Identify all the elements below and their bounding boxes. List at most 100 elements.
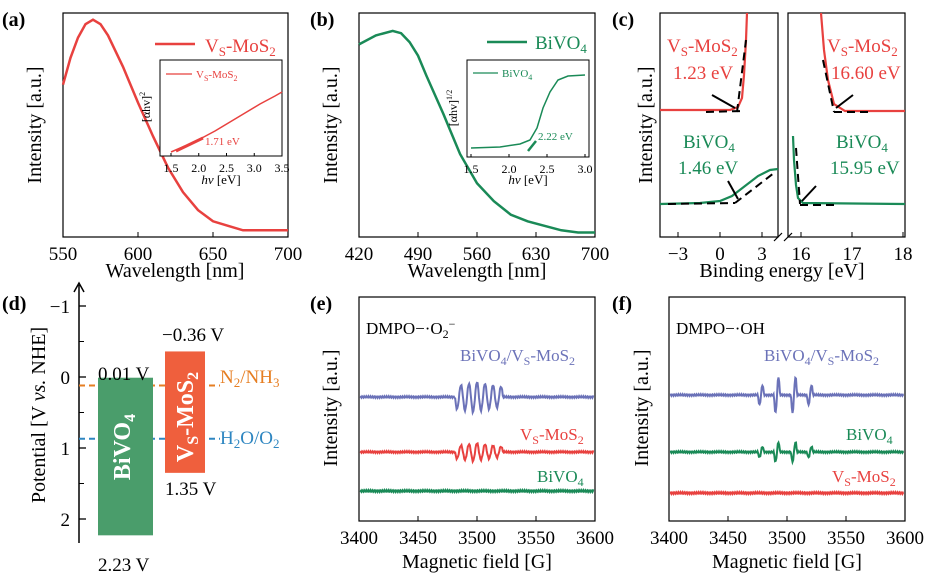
panel-e-title: DMPO−·O2− — [366, 317, 456, 341]
panel-a-inset-x-tick-label: 1.5 — [164, 161, 179, 175]
panel-a-xlabel: Wavelength [nm] — [106, 260, 245, 282]
panel-a-inset-ylabel: [αhv]2 — [138, 92, 153, 122]
panel-c-ylabel: Intensity [a.u.] — [635, 66, 657, 183]
panel-c-green-curve-right — [791, 135, 906, 206]
panel-d-y-tick-label: 0 — [61, 368, 71, 389]
panel-d-vsmos2-bottom-label: 1.35 V — [165, 479, 217, 500]
panel-f-ylabel: Intensity [a.u.] — [631, 349, 653, 466]
panel-a-label: (a) — [2, 9, 25, 31]
panel-f-legend-red: VS-MoS2 — [832, 467, 896, 489]
panel-a-x-tick-label: 700 — [274, 244, 303, 265]
panel-a-inset-x-tick-label: 3.0 — [247, 161, 262, 175]
panel-a-inset-arrow — [175, 136, 204, 153]
panel-d-bar-label-vsmos2: VS-MoS2 — [173, 372, 202, 462]
panel-d-vsmos2-top-label: −0.36 V — [162, 325, 224, 346]
panel-c-axis-break-2 — [783, 232, 793, 242]
panel-c-arrow-green-right — [801, 185, 817, 202]
panel-f-x-tick-label: 3550 — [827, 528, 865, 549]
panel-d-bar-label-bivo4: BiVO4 — [110, 414, 139, 480]
panel-f-series-red — [669, 489, 905, 497]
panel-b-xlabel: Wavelength [nm] — [408, 260, 547, 282]
panel-e-xlabel: Magnetic field [G] — [402, 551, 552, 573]
panel-d-label: (d) — [2, 293, 26, 315]
panel-a-inset-legend: VS-MoS2 — [196, 69, 237, 83]
panel-c-x-tick-label: 3 — [757, 244, 767, 265]
panel-e-x-tick-label: 3600 — [576, 528, 614, 549]
panel-e-series-green — [359, 487, 595, 495]
panel-c-arrow-red-right — [835, 94, 854, 109]
panel-b-x-tick-label: 490 — [404, 244, 433, 265]
panel-c-value-red-left: 1.23 eV — [673, 63, 733, 84]
panel-a-inset-annotation: 1.71 eV — [205, 136, 240, 148]
panel-c-xlabel: Binding energy [eV] — [699, 260, 864, 282]
panel-a-inset-x-tick-label: 3.5 — [275, 161, 290, 175]
panel-b-inset-x-tick-label: 1.5 — [464, 162, 479, 176]
panel-b-inset-arrow — [527, 140, 537, 152]
panel-f-series-green — [669, 440, 904, 466]
panel-a-inset-frame — [159, 59, 283, 157]
panel-b-x-tick-label: 420 — [345, 244, 374, 265]
panel-c-x-tick-label: 16 — [792, 244, 811, 265]
panel-a-inset-x-tick-label: 2.0 — [191, 161, 206, 175]
panel-d-y-tick-label: −1 — [50, 297, 70, 318]
panel-c-fit-edge-green-left — [734, 172, 775, 204]
panel-b-inset-x-tick-label: 3.0 — [578, 162, 593, 176]
panel-b-x-ticks: 420 490 560 630 700 — [345, 232, 610, 265]
panel-e-label: (e) — [310, 293, 332, 315]
panel-c: (c) −3 0 3 16 17 18 Binding energy [eV] Inten… — [612, 9, 913, 282]
panel-c-label: (c) — [612, 9, 634, 31]
panel-a-inset-x-ticks: 1.5 2.0 2.5 3.0 3.5 — [164, 153, 290, 175]
panel-b-inset: BiVO4 2.22 eV 1.5 2.0 2.5 3.0 hv [eV] [αhv]… — [445, 59, 593, 187]
panel-b-x-tick-label: 560 — [463, 244, 492, 265]
panel-d-bivo4-bottom-label: 2.23 V — [98, 555, 150, 576]
panel-f-x-ticks: 3400 3450 3500 3550 3600 — [650, 516, 924, 549]
panel-b-series-line — [358, 29, 595, 234]
panel-e-ylabel: Intensity [a.u.] — [320, 349, 342, 466]
panel-d-y-axis-arrow — [73, 281, 85, 293]
panel-b-legend-text: BiVO4 — [535, 33, 587, 56]
panel-d-ylabel: Potential [V vs. NHE] — [28, 327, 50, 503]
panel-d-bivo4-top-label: 0.01 V — [98, 364, 150, 385]
panel-b-inset-xlabel: hv [eV] — [508, 172, 547, 187]
panel-d-bars — [98, 351, 205, 536]
panel-f-legend-green: BiVO4 — [846, 425, 893, 447]
panel-c-label-red-right: VS-MoS2 — [827, 36, 898, 59]
panel-f: (f) 3400 3450 3500 3550 3600 Magnetic field … — [612, 293, 924, 573]
panel-e-legend-red: VS-MoS2 — [520, 425, 584, 447]
panel-c-value-green-left: 1.46 eV — [678, 158, 738, 179]
panel-e: (e) 3400 3450 3500 3550 3600 Magnetic field … — [310, 293, 614, 573]
panel-e-x-tick-label: 3400 — [340, 528, 378, 549]
panel-a: (a) 550 600 650 700 Wavelength [nm] Intensi… — [2, 9, 302, 282]
panel-c-label-green-left: BiVO4 — [683, 132, 735, 155]
panel-f-x-tick-label: 3400 — [650, 528, 688, 549]
panel-a-ylabel: Intensity [a.u.] — [24, 66, 46, 183]
panel-c-fit-baseline-green-left — [667, 202, 736, 205]
panel-b-ylabel: Intensity [a.u.] — [320, 66, 342, 183]
panel-c-fit-edge-red-right — [822, 59, 835, 113]
panel-d-y-ticks: −1 0 1 2 — [50, 297, 86, 531]
panel-a-legend-text: VS-MoS2 — [205, 36, 276, 59]
panel-d-ref-label-n2: N2/NH3 — [220, 367, 279, 390]
panel-a-x-tick-label: 650 — [199, 244, 228, 265]
panel-c-green-curve-left — [659, 167, 779, 206]
panel-d-y-tick-label: 2 — [61, 510, 71, 531]
panel-f-title: DMPO−·OH — [676, 319, 765, 338]
panel-a-series-line — [61, 18, 288, 232]
panel-c-axis-break-1 — [773, 232, 783, 242]
panel-f-x-tick-label: 3450 — [709, 528, 747, 549]
panel-f-xlabel: Magnetic field [G] — [712, 551, 862, 573]
panel-c-value-red-right: 16.60 eV — [831, 63, 901, 84]
panel-e-legend-blue: BiVO4/VS-MoS2 — [460, 346, 575, 368]
panel-d-bar — [98, 377, 153, 536]
panel-b-inset-annotation: 2.22 eV — [538, 131, 573, 143]
panel-d: (d) −1 0 1 2 Potential [V vs. NHE] BiVO4 VS… — [2, 281, 279, 576]
panel-b: (b) 420 490 560 630 700 Wavelength [nm] Inte… — [310, 9, 609, 282]
panel-b-inset-x-tick-label: 2.0 — [502, 162, 517, 176]
panel-a-inset-xlabel: hv [eV] — [201, 172, 240, 187]
panel-b-inset-legend: BiVO4 — [502, 68, 532, 82]
panel-a-inset-x-tick-label: 2.5 — [219, 161, 234, 175]
panel-e-series-blue — [359, 380, 595, 416]
panel-e-x-tick-label: 3500 — [458, 528, 496, 549]
panel-b-x-tick-label: 700 — [581, 244, 610, 265]
